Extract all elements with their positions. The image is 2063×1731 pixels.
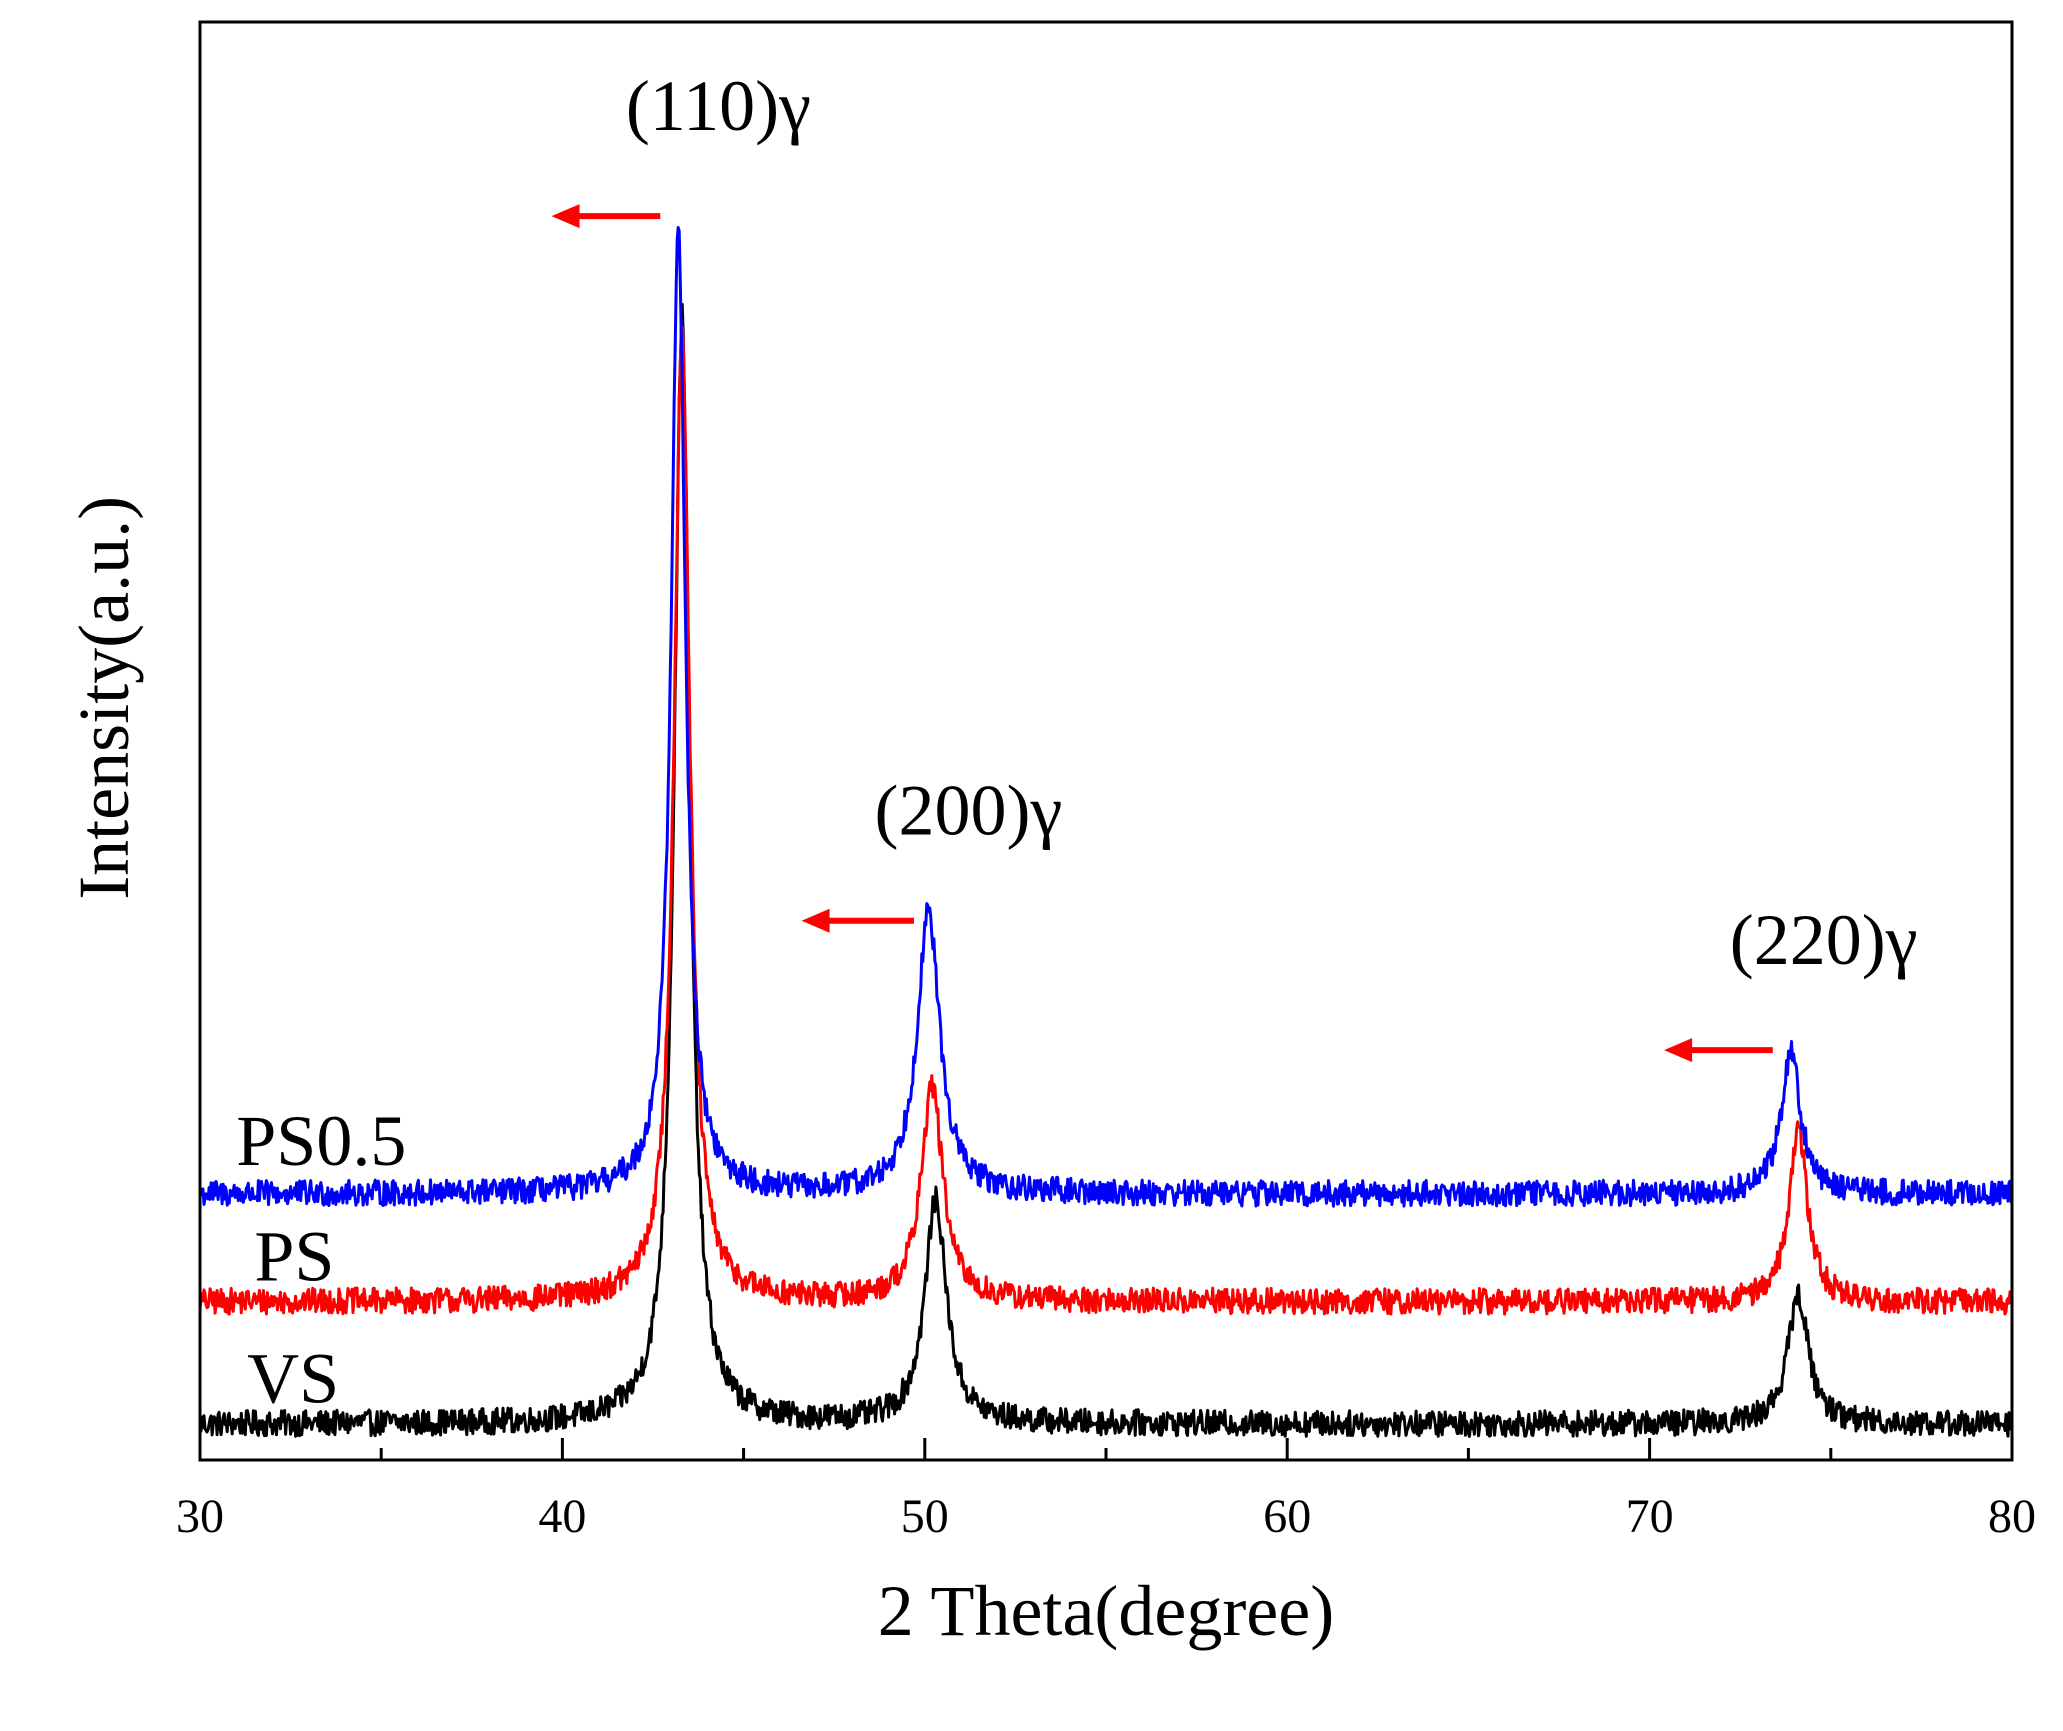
plot-frame	[198, 20, 2014, 1462]
x-tick-label-40: 40	[538, 1490, 586, 1543]
series-label-ps0-5: PS0.5	[236, 1101, 406, 1181]
shift-arrowhead-2	[1664, 1038, 1693, 1063]
x-tick-label-60: 60	[1263, 1490, 1311, 1543]
y-axis-label: Intensity(a.u.)	[64, 496, 144, 900]
shift-arrowhead-0	[551, 204, 580, 229]
series-line-vs	[198, 302, 2014, 1438]
x-tick-label-30: 30	[176, 1490, 224, 1543]
peak-label-1: (200)γ	[875, 770, 1063, 850]
x-tick-label-70: 70	[1626, 1490, 1674, 1543]
series-line-ps	[198, 325, 2014, 1316]
x-axis-ticks: 30 40 50 60 70 80	[176, 1438, 2036, 1543]
series-label-ps: PS	[254, 1216, 334, 1296]
peak-label-0: (110)γ	[626, 66, 811, 146]
peak-label-2: (220)γ	[1730, 900, 1918, 980]
x-axis-label: 2 Theta(degree)	[878, 1571, 1334, 1651]
series-line-ps0-5	[199, 226, 2014, 1208]
x-tick-label-50: 50	[901, 1490, 949, 1543]
annotation-layer: (110)γ (200)γ (220)γ	[551, 66, 1918, 1063]
series-label-vs: VS	[247, 1338, 339, 1418]
x-tick-label-80: 80	[1988, 1490, 2036, 1543]
shift-arrowhead-1	[801, 908, 830, 933]
series-layer: VS PS PS0.5	[198, 226, 2014, 1438]
